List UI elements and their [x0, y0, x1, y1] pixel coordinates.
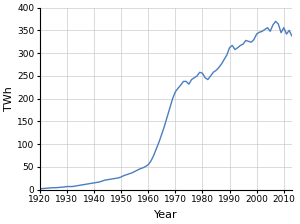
X-axis label: Year: Year — [154, 210, 178, 220]
Y-axis label: TWh: TWh — [4, 86, 14, 111]
